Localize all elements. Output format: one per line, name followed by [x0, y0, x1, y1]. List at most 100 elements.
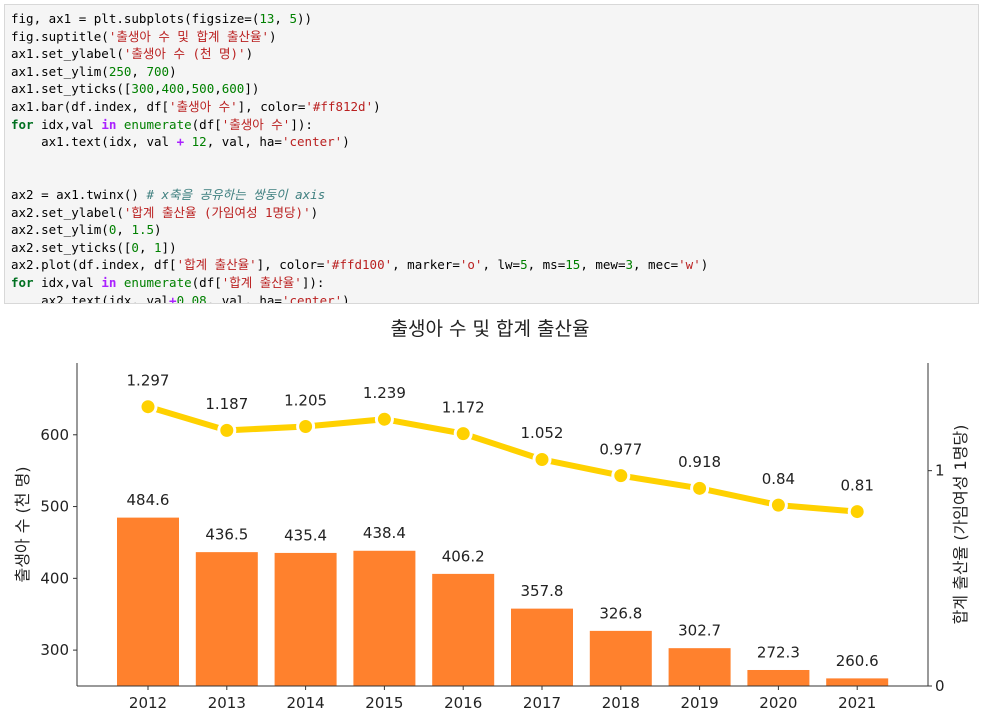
- code-line: for idx,val in enumerate(df['출생아 수']):: [11, 116, 972, 134]
- line-point-2012: [138, 397, 158, 417]
- bar-2014: [274, 552, 337, 686]
- bar-2019: [668, 648, 731, 686]
- code-token: ): [700, 257, 709, 273]
- code-line: ax1.bar(df.index, df['출생아 수'], color='#f…: [11, 98, 972, 116]
- code-token: ax1.text(idx, val: [11, 134, 177, 150]
- code-token: ], color=: [237, 98, 306, 114]
- code-token: '#ff812d': [305, 98, 374, 114]
- code-line: fig, ax1 = plt.subplots(figsize=(13, 5)): [11, 10, 972, 28]
- code-token: ): [342, 292, 350, 304]
- code-token: '출생아 수': [221, 116, 291, 132]
- bars-group: [117, 517, 889, 686]
- line-label-2016: 1.172: [442, 398, 485, 416]
- y-right-tick-label: 1: [935, 462, 945, 480]
- code-token: 'center': [281, 134, 343, 150]
- code-line: ax2.set_ylabel('합계 출산율 (가임여성 1명당)'): [11, 204, 972, 222]
- line-point-2018: [611, 466, 631, 486]
- bar-label-2012: 484.6: [127, 491, 170, 509]
- code-token: # x축을 공유하는 쌍둥이 axis: [146, 186, 326, 202]
- bar-label-2013: 436.5: [205, 526, 248, 544]
- code-token: '#ffd100': [324, 257, 393, 273]
- code-token: for: [11, 274, 34, 290]
- code-token: [184, 134, 192, 149]
- bar-2021: [826, 678, 889, 686]
- code-token: '합계 출산율': [176, 257, 257, 273]
- code-token: ): [373, 98, 381, 114]
- code-token: , lw=: [482, 257, 521, 273]
- code-token: in: [101, 274, 117, 290]
- code-token: '출생아 수 (천 명)': [123, 46, 246, 62]
- code-token: ): [269, 28, 277, 44]
- code-token: , val, ha=: [206, 134, 282, 150]
- bar-2013: [195, 552, 258, 686]
- line-label-2019: 0.918: [678, 453, 721, 471]
- code-token: ,: [154, 81, 162, 97]
- y-left-tick-label: 600: [40, 426, 69, 444]
- chart-title: 출생아 수 및 합계 출산율: [391, 318, 590, 340]
- bar-label-2015: 438.4: [363, 524, 406, 542]
- line-point-2017: [532, 449, 552, 469]
- bar-2020: [747, 669, 810, 686]
- bar-2018: [589, 630, 652, 686]
- code-token: '출생아 수 및 합계 출산율': [108, 28, 269, 44]
- code-line: ax2 = ax1.twinx() # x축을 공유하는 쌍둥이 axis: [11, 186, 972, 204]
- code-token: 15: [565, 257, 581, 273]
- code-token: ): [245, 46, 254, 62]
- code-token: , mew=: [580, 257, 626, 273]
- code-token: 5: [520, 257, 528, 273]
- x-tick-label-2021: 2021: [838, 694, 876, 712]
- code-token: 700: [146, 63, 170, 79]
- code-token: ax2.set_ylabel(: [11, 204, 124, 220]
- code-token: 12: [191, 134, 207, 150]
- x-tick-label-2014: 2014: [287, 694, 325, 712]
- y-axis-left-label: 출생아 수 (천 명): [13, 466, 32, 582]
- code-token: 5: [289, 11, 298, 26]
- line-label-2014: 1.205: [284, 391, 327, 409]
- line-label-2013: 1.187: [205, 395, 248, 413]
- code-token: idx,val: [33, 116, 102, 132]
- code-token: , mec=: [633, 257, 679, 273]
- bar-label-2019: 302.7: [678, 622, 721, 640]
- code-token: fig.suptitle(: [11, 28, 109, 44]
- code-token: ,: [274, 11, 290, 26]
- code-token: '합계 출산율 (가임여성 1명당)': [123, 204, 311, 220]
- line-labels-group: 1.297 1.187 1.205 1.239 1.172 1.052 0.977 0.918…: [127, 371, 874, 494]
- y-left-tick-label: 400: [40, 569, 69, 587]
- code-token: 'center': [281, 292, 343, 304]
- code-cell[interactable]: fig, ax1 = plt.subplots(figsize=(13, 5))…: [4, 4, 979, 304]
- axes-group: 2012 2013 2014 2015 2016 2017 2018 2019 2020 2021…: [40, 363, 945, 712]
- code-line: ax2.set_yticks([0, 1]): [11, 239, 972, 257]
- code-token: 'w': [678, 257, 701, 273]
- code-token: ]):: [301, 274, 325, 290]
- code-token: for: [11, 116, 34, 132]
- code-token: 1.5: [131, 222, 155, 238]
- line-point-2021: [847, 502, 867, 522]
- code-line: ax1.set_yticks([300,400,500,600]): [11, 80, 972, 98]
- code-token: ], color=: [256, 257, 325, 273]
- code-token: ax2.text(idx, val: [11, 292, 170, 304]
- x-tick-label-2019: 2019: [681, 694, 719, 712]
- line-point-2015: [374, 409, 394, 429]
- code-token: )): [297, 11, 313, 26]
- x-tick-label-2016: 2016: [444, 694, 482, 712]
- code-token: ax2.plot(df.index, df[: [11, 257, 177, 273]
- x-tick-label-2018: 2018: [602, 694, 640, 712]
- code-token: , val, ha=: [206, 292, 282, 304]
- code-token: ax2.set_yticks([: [11, 239, 132, 255]
- code-token: (df[: [191, 274, 222, 290]
- line-point-2019: [690, 478, 710, 498]
- code-token: , ms=: [527, 257, 566, 273]
- code-token: 0: [131, 239, 139, 255]
- code-token: 1: [154, 239, 162, 255]
- code-token: ]): [161, 239, 177, 255]
- code-line: [11, 151, 972, 169]
- code-token: ): [154, 222, 162, 238]
- bar-2017: [511, 608, 573, 686]
- code-token: ,: [116, 222, 132, 238]
- code-token: 600: [221, 81, 245, 97]
- bar-label-2018: 326.8: [599, 604, 642, 622]
- code-line: ax1.text(idx, val + 12, val, ha='center'…: [11, 133, 972, 151]
- code-token: ,: [131, 63, 147, 79]
- line-label-2015: 1.239: [363, 384, 406, 402]
- bar-2015: [353, 550, 416, 686]
